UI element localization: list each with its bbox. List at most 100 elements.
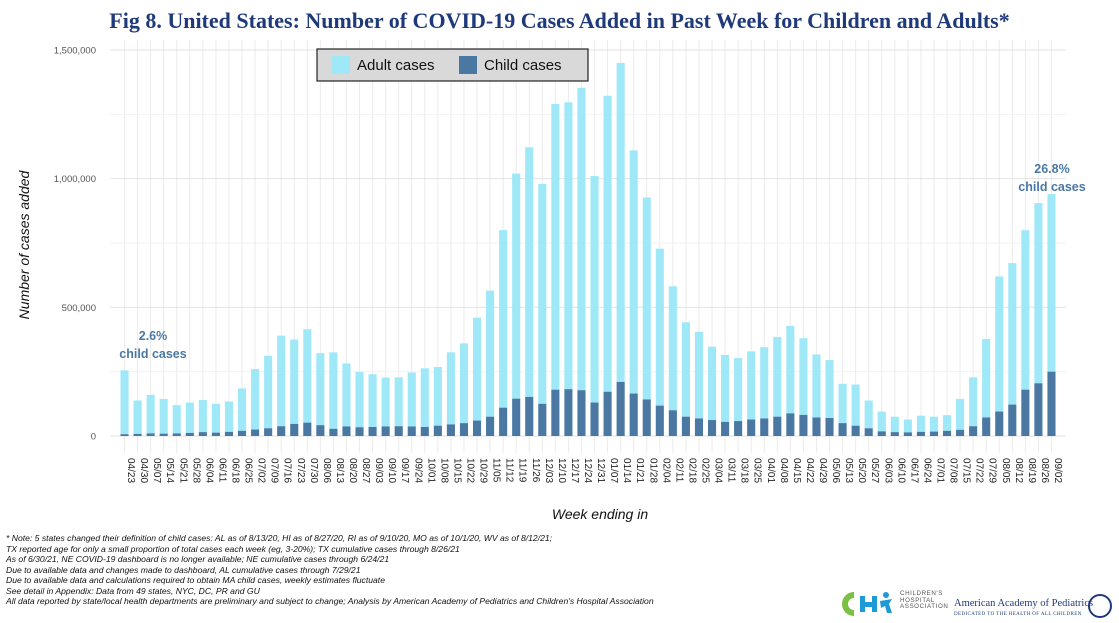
x-tick-label: 04/22 <box>804 458 815 483</box>
bar-child-cases <box>486 416 495 436</box>
bar-child-cases <box>969 426 978 436</box>
legend-box <box>316 48 589 82</box>
bar-adult-cases <box>355 371 364 428</box>
bar-child-cases <box>394 426 403 436</box>
bar-child-cases <box>172 433 181 436</box>
bar-adult-cases <box>368 374 377 427</box>
bar-adult-cases <box>668 286 677 411</box>
bar-child-cases <box>616 381 625 436</box>
bar-child-cases <box>159 433 168 436</box>
x-tick-label: 11/19 <box>517 458 528 483</box>
bar-child-cases <box>577 390 586 436</box>
bar-adult-cases <box>394 377 403 427</box>
x-tick-label: 03/25 <box>752 458 763 483</box>
bar-child-cases <box>342 426 351 436</box>
bar-child-cases <box>773 416 782 436</box>
bar-child-cases <box>877 431 886 436</box>
bar-child-cases <box>655 405 664 436</box>
footer-note: TX reported age for only a small proport… <box>6 543 460 554</box>
bar-child-cases <box>642 399 651 436</box>
legend-label: Adult cases <box>357 57 435 74</box>
bar-adult-cases <box>655 248 664 406</box>
bar-child-cases <box>838 423 847 436</box>
bar-child-cases <box>472 420 482 436</box>
x-tick-label: 04/30 <box>138 458 149 483</box>
bar-adult-cases <box>942 415 952 431</box>
bar-child-cases <box>942 430 952 436</box>
bar-adult-cases <box>642 197 651 400</box>
bar-adult-cases <box>890 416 899 433</box>
bar-adult-cases <box>721 354 730 422</box>
bar-adult-cases <box>694 331 704 419</box>
bar-adult-cases <box>133 400 142 434</box>
bar-adult-cases <box>120 370 129 435</box>
x-tick-label: 05/13 <box>843 458 854 483</box>
x-tick-label: 08/26 <box>1039 458 1050 483</box>
aap-tagline: DEDICATED TO THE HEALTH OF ALL CHILDREN <box>954 612 1082 617</box>
x-tick-label: 09/03 <box>373 458 384 483</box>
x-tick-label: 05/06 <box>830 458 841 483</box>
bar-child-cases <box>525 396 534 436</box>
x-tick-label: 12/10 <box>556 458 567 483</box>
bar-child-cases <box>551 389 560 436</box>
bar-adult-cases <box>407 372 416 427</box>
x-tick-label: 07/15 <box>961 458 972 483</box>
bar-adult-cases <box>146 394 155 434</box>
bar-child-cases <box>329 428 338 436</box>
bar-child-cases <box>825 417 834 436</box>
bar-adult-cases <box>799 338 808 415</box>
y-tick-label: 1,500,000 <box>54 46 96 57</box>
x-tick-label: 01/07 <box>608 458 619 483</box>
footer-note: Due to available data and calculations r… <box>6 575 385 585</box>
bar-child-cases <box>277 426 286 436</box>
x-tick-label: 04/08 <box>778 458 789 483</box>
x-tick-label: 12/24 <box>582 458 593 483</box>
bar-adult-cases <box>316 353 325 426</box>
x-tick-label: 06/03 <box>882 458 893 483</box>
x-tick-label: 07/08 <box>948 458 959 483</box>
bar-child-cases <box>956 429 965 436</box>
bar-child-cases <box>211 432 220 436</box>
bar-child-cases <box>407 426 416 436</box>
legend-label: Child cases <box>484 57 562 74</box>
bar-adult-cases <box>838 383 847 424</box>
bar-child-cases <box>590 402 599 436</box>
bar-adult-cases <box>786 325 795 414</box>
bar-adult-cases <box>211 403 220 433</box>
x-tick-label: 08/27 <box>360 458 371 483</box>
x-tick-label: 07/16 <box>282 458 293 483</box>
bar-adult-cases <box>159 398 168 434</box>
footer-note: See detail in Appendix: Data from 49 sta… <box>6 585 260 596</box>
bar-child-cases <box>812 417 821 436</box>
bar-adult-cases <box>1008 263 1017 405</box>
x-tick-label: 07/02 <box>256 458 267 483</box>
bar-adult-cases <box>303 329 312 423</box>
bar-child-cases <box>721 421 730 436</box>
x-tick-label: 10/29 <box>478 458 489 483</box>
bar-adult-cases <box>420 368 429 427</box>
bar-adult-cases <box>760 347 769 419</box>
bar-adult-cases <box>590 176 599 403</box>
bar-adult-cases <box>773 336 782 417</box>
x-tick-label: 10/08 <box>438 458 449 483</box>
bar-child-cases <box>747 419 756 436</box>
bar-child-cases <box>303 422 312 436</box>
bar-adult-cases <box>264 355 273 429</box>
x-tick-label: 08/19 <box>1026 458 1037 483</box>
annotations: 2.6% child cases 26.8% child cases <box>119 162 1085 361</box>
x-tick-label: 08/05 <box>1000 458 1011 483</box>
x-tick-label: 08/12 <box>1013 458 1024 483</box>
x-tick-label: 09/24 <box>412 458 423 483</box>
bar-adult-cases <box>1047 194 1056 372</box>
bar-child-cases <box>499 407 508 436</box>
x-tick-label: 03/04 <box>713 458 724 483</box>
bar-adult-cases <box>381 377 390 427</box>
bar-adult-cases <box>956 398 965 430</box>
aap-name: American Academy of Pediatrics <box>954 598 1094 609</box>
x-tick-label: 06/10 <box>895 458 906 483</box>
x-tick-label: 04/15 <box>791 458 802 483</box>
bar-child-cases <box>760 418 769 436</box>
x-tick-label: 07/30 <box>308 458 319 483</box>
x-tick-label: 08/13 <box>334 458 345 483</box>
